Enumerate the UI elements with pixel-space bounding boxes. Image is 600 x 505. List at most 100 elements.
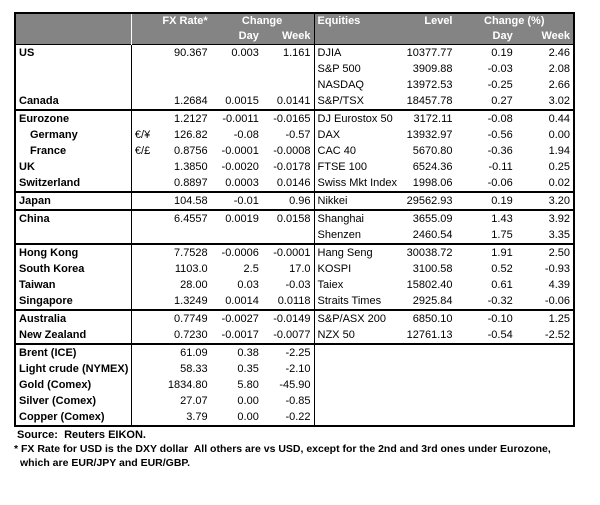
fx-week-change-cell: -2.10 [261,361,315,377]
fx-day-change-cell [211,227,262,244]
fx-rate-cell [155,77,210,93]
currency-pair-cell [131,277,155,293]
currency-pair-cell [131,377,155,393]
table-row: Silver (Comex) 27.07 0.00 -0.85 [15,393,574,409]
table-row: Taiwan 28.00 0.03 -0.03 Taiex 15802.40 0.61 4.3… [15,277,574,293]
equity-name-cell [314,409,400,426]
fx-rate-cell: 28.00 [180,279,208,291]
region-cell: Eurozone [15,109,132,127]
equity-level-cell: 18457.78 [406,95,453,107]
fx-rate-cell: 0.7230 [174,329,208,341]
equity-name-cell: S&P/TSX [317,95,364,107]
region-cell: Australia [15,309,132,327]
equity-week-change-cell: 0.02 [548,177,570,189]
currency-pair-cell [131,61,155,77]
equity-level-cell: 5670.80 [412,145,453,157]
equity-day-change-cell: 0.61 [491,279,513,291]
table-row: Light crude (NYMEX) 58.33 0.35 -2.10 [15,361,574,377]
currency-pair-cell: €/¥ [134,129,151,141]
equity-level-cell: 12761.13 [406,329,453,341]
equity-name-cell: Shenzen [317,229,361,241]
currency-pair-cell [131,393,155,409]
equity-week-change-cell: 2.66 [548,79,570,91]
region-cell: Canada [15,93,132,110]
table-row: Germany €/¥ 126.82 -0.08 -0.57 DAX 13932.97 -0.… [15,127,574,143]
fx-week-change-cell: 0.0141 [261,93,315,110]
currency-pair-cell [131,309,156,327]
fx-day-change-cell: 0.38 [210,343,262,361]
region-cell: Hong Kong [15,243,132,261]
table-row: Japan 104.58 -0.01 0.96 Nikkei 29562.93 0.19 3.… [15,191,574,210]
currency-pair-cell: €/£ [134,145,151,157]
equity-level-cell: 3909.88 [412,63,453,75]
fx-day-change-cell: 0.0003 [225,177,259,189]
header-row-1: FX Rate* Change Equities Level Change (%… [15,13,574,45]
equity-name-cell: DAX [317,129,341,141]
fx-week-change-cell: -0.0001 [261,243,315,261]
equity-name-cell [314,377,400,393]
equity-level-cell: 3655.09 [400,209,456,227]
fx-rate-cell: 6.4557 [155,209,211,227]
table-row: Switzerland 0.8897 0.0003 0.0146 Swiss Mkt I… [15,175,574,192]
equity-level-cell: 13972.53 [406,79,453,91]
fx-rate-cell: 3.79 [186,411,208,423]
region-cell: Gold (Comex) [15,377,132,393]
table-header: FX Rate* Change Equities Level Change (%… [15,13,574,45]
fx-week-change-cell: 0.0158 [261,209,315,227]
equity-week-change-cell: 0.25 [548,161,570,173]
equity-name-cell [314,343,401,361]
fx-day-change-cell: 0.35 [237,363,259,375]
fx-week-change-cell: -0.85 [261,393,315,409]
header-change-pct: Change (%) [455,13,574,29]
table-row: South Korea 1103.0 2.5 17.0 KOSPI 3100.58 0.52… [15,261,574,277]
fx-week-change-cell [261,77,315,93]
table-row: NASDAQ 13972.53 -0.25 2.66 [15,77,574,93]
fx-rate-cell: 58.33 [180,363,208,375]
fx-week-change-cell: -0.0077 [261,327,315,344]
fx-rate-cell: 0.8756 [174,145,208,157]
equity-week-change-cell [516,361,574,377]
fx-day-change-cell: -0.0006 [210,243,262,261]
header-equities: Equities [314,13,401,45]
equity-level-cell: 6524.36 [412,161,453,173]
fx-day-change-cell: 0.0019 [210,209,262,227]
header-change: Change [210,13,315,29]
header-fx-rate: FX Rate* [131,13,211,45]
table-row: Copper (Comex) 3.79 0.00 -0.22 [15,409,574,426]
equity-name-cell: Swiss Mkt Index [317,177,397,189]
fx-week-change-cell: -0.0149 [261,309,315,327]
currency-pair-cell [131,191,156,210]
fx-day-change-cell: 0.0015 [225,95,259,107]
equity-name-cell: DJ Eurostox 50 [314,109,401,127]
header-fx-day: Day [210,29,262,45]
fx-week-change-cell: -0.0165 [261,109,315,127]
markets-table: FX Rate* Change Equities Level Change (%… [14,12,575,427]
region-cell [15,77,132,93]
region-cell: Taiwan [15,277,132,293]
equity-day-change-cell: -0.25 [487,79,513,91]
fx-rate-cell: 1103.0 [174,263,208,275]
currency-pair-cell [131,409,155,426]
region-cell: Copper (Comex) [15,409,132,426]
region-cell [15,227,132,244]
table-row: Shenzen 2460.54 1.75 3.35 [15,227,574,244]
fx-day-change-cell: 0.00 [237,395,259,407]
equity-day-change-cell: -0.56 [487,129,513,141]
fx-week-change-cell: -0.03 [261,277,315,293]
fx-day-change-cell [211,77,262,93]
equity-day-change-cell [456,393,516,409]
equity-level-cell: 10377.77 [406,47,453,59]
fx-rate-cell: 1.2684 [174,95,208,107]
equity-name-cell: Hang Seng [314,243,401,261]
header-row-2: Day Week Day Week [15,29,574,45]
header-eq-week: Week [515,29,574,45]
header-eq-day: Day [455,29,516,45]
fx-day-change-cell: -0.0027 [210,309,262,327]
region-cell: China [15,209,132,227]
equity-week-change-cell: 3.02 [548,95,570,107]
equity-week-change-cell: 2.46 [548,47,570,59]
fx-week-change-cell [261,61,315,77]
region-cell: Switzerland [15,175,132,192]
equity-week-change-cell: -2.52 [544,329,570,341]
